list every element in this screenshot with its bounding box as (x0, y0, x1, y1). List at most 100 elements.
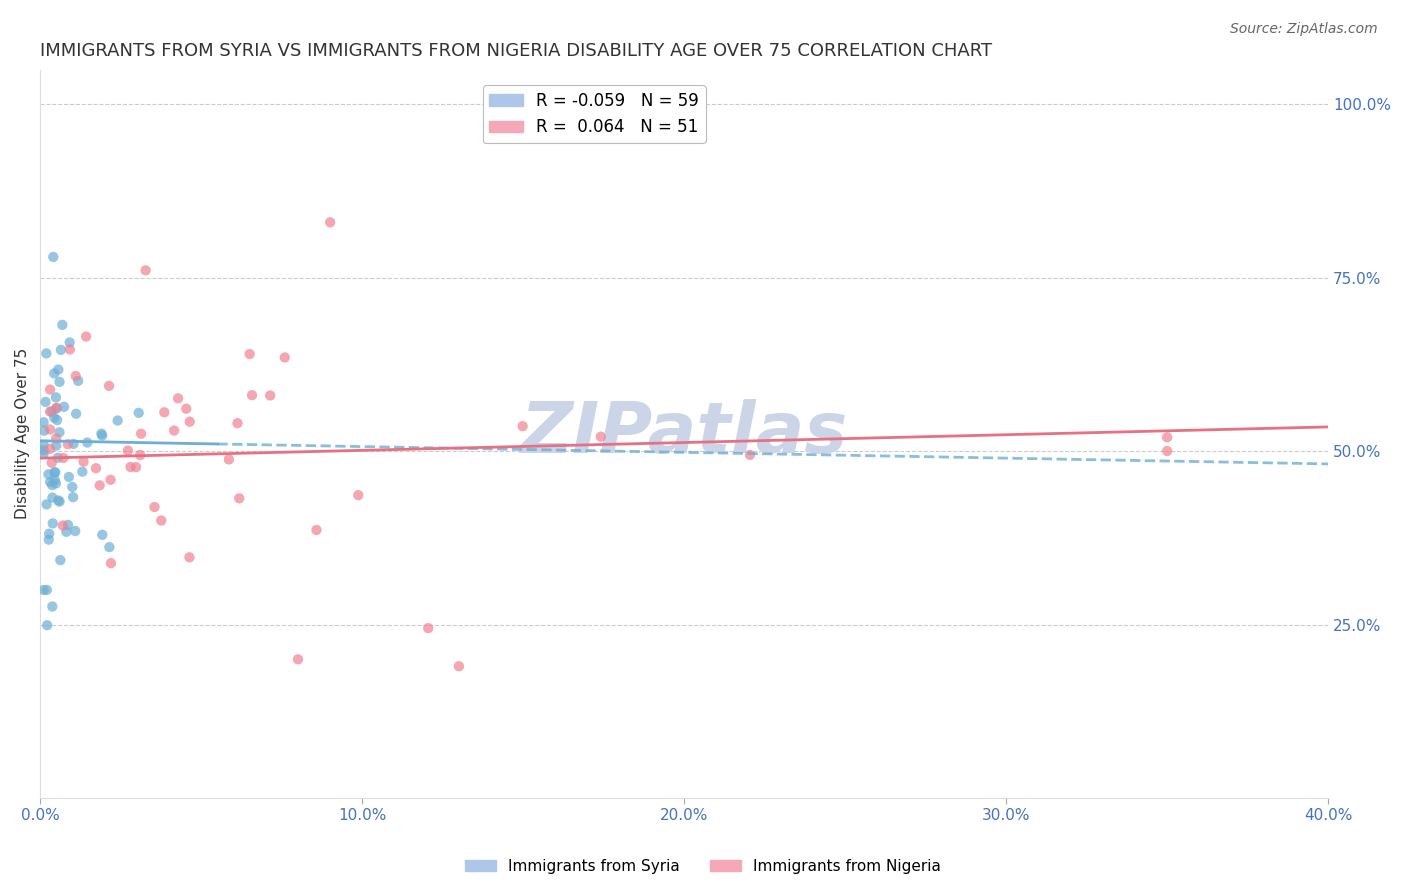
Point (44, 473, 66, 487)
Point (48, 425, 70, 440)
Point (228, 491, 250, 506)
Point (120, 460, 142, 475)
Point (125, 460, 148, 475)
Point (447, 659, 470, 673)
Point (84, 461, 107, 475)
Text: Source: ZipAtlas.com: Source: ZipAtlas.com (1230, 22, 1378, 37)
Point (72, 465, 94, 479)
Point (72, 455, 94, 469)
Point (259, 388, 281, 402)
Point (41, 491, 63, 505)
Point (44, 410, 66, 425)
Point (53, 400, 76, 414)
Point (153, 405, 176, 419)
Point (129, 426, 152, 441)
Point (32, 443, 55, 458)
Point (39, 475, 62, 489)
Text: ZIPatlas: ZIPatlas (520, 400, 848, 468)
Point (75, 329, 97, 343)
Point (32, 582, 55, 597)
Point (48, 375, 70, 389)
Point (45, 401, 67, 416)
Point (274, 351, 297, 365)
Point (44, 466, 66, 480)
Point (240, 388, 263, 402)
Point (512, 419, 534, 434)
Point (41, 478, 63, 492)
Point (45, 432, 67, 446)
Legend: Immigrants from Syria, Immigrants from Nigeria: Immigrants from Syria, Immigrants from N… (458, 853, 948, 880)
Point (38, 533, 60, 547)
Point (41, 405, 63, 419)
Point (63, 524, 86, 538)
Point (319, 215, 342, 229)
Point (39, 404, 62, 418)
Point (89, 478, 111, 492)
Point (37, 618, 59, 632)
Point (167, 392, 190, 406)
Point (41, 599, 63, 614)
Point (59, 343, 82, 357)
Point (98, 540, 121, 554)
Point (38, 526, 60, 541)
Point (1156, 430, 1178, 444)
Point (287, 652, 309, 666)
Point (35, 497, 58, 511)
Point (55, 524, 77, 539)
Point (49, 343, 72, 357)
Point (218, 452, 240, 467)
Point (90, 426, 112, 441)
Point (76, 435, 98, 450)
Point (51, 318, 73, 332)
Point (305, 523, 328, 537)
Point (39, 422, 62, 436)
Point (39, 383, 62, 397)
Point (35, 346, 58, 360)
Point (32, 447, 55, 461)
Point (52, 518, 75, 533)
Point (37, 467, 59, 482)
Point (135, 263, 157, 277)
Point (42, 250, 65, 264)
Point (179, 415, 201, 429)
Point (42, 516, 65, 531)
Point (48, 494, 70, 508)
Point (179, 550, 201, 565)
Point (32, 438, 55, 452)
Point (128, 406, 150, 420)
Point (32, 415, 55, 429)
Point (41, 456, 63, 470)
Point (738, 448, 761, 462)
Point (49, 553, 72, 567)
Point (46, 362, 69, 376)
Point (62, 437, 84, 451)
Point (59, 335, 82, 350)
Point (60, 480, 83, 494)
Point (98, 379, 121, 393)
Point (52, 450, 75, 465)
Point (46, 450, 69, 465)
Point (44, 466, 66, 480)
Point (91, 428, 114, 442)
Point (174, 401, 197, 416)
Point (67, 374, 90, 388)
Point (46, 493, 69, 508)
Point (62, 490, 84, 504)
Point (226, 416, 249, 430)
Point (347, 488, 370, 502)
Point (129, 448, 152, 462)
Point (45, 476, 67, 491)
Point (107, 413, 129, 427)
Text: IMMIGRANTS FROM SYRIA VS IMMIGRANTS FROM NIGERIA DISABILITY AGE OVER 75 CORRELAT: IMMIGRANTS FROM SYRIA VS IMMIGRANTS FROM… (41, 42, 993, 60)
Legend: R = -0.059   N = 59, R =  0.064   N = 51: R = -0.059 N = 59, R = 0.064 N = 51 (482, 86, 706, 143)
Point (589, 430, 612, 444)
Point (45, 390, 67, 404)
Point (100, 473, 122, 487)
Point (239, 347, 262, 361)
Point (143, 500, 166, 514)
Point (56, 437, 79, 451)
Point (58, 470, 80, 484)
Point (39, 442, 62, 456)
Point (34, 395, 56, 409)
Point (56, 517, 79, 532)
